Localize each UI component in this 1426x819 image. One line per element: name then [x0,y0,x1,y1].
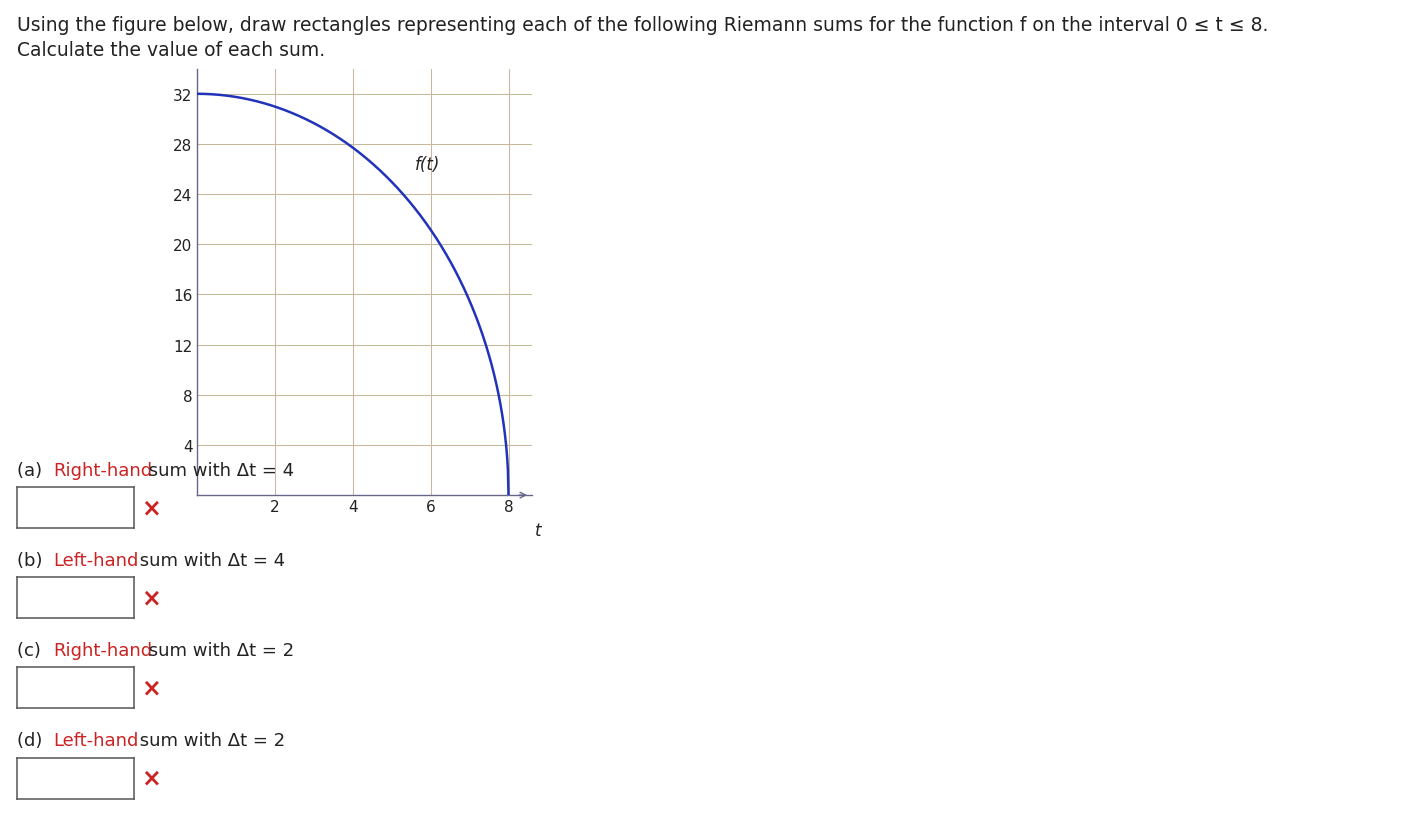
Text: Left-hand: Left-hand [53,551,138,569]
Text: (b): (b) [17,551,48,569]
Text: Right-hand: Right-hand [53,461,153,479]
Text: f(t): f(t) [415,156,441,174]
Text: (c): (c) [17,641,47,659]
Text: ×: × [141,586,161,610]
Text: t: t [535,522,540,540]
Text: ×: × [141,676,161,700]
Text: Calculate the value of each sum.: Calculate the value of each sum. [17,41,325,60]
Text: Right-hand: Right-hand [53,641,153,659]
Text: sum with Δt = 2: sum with Δt = 2 [134,731,285,749]
Text: sum with Δt = 4: sum with Δt = 4 [143,461,294,479]
Text: sum with Δt = 4: sum with Δt = 4 [134,551,285,569]
Text: (d): (d) [17,731,48,749]
Text: (a): (a) [17,461,48,479]
Text: Left-hand: Left-hand [53,731,138,749]
Text: Using the figure below, draw rectangles representing each of the following Riema: Using the figure below, draw rectangles … [17,16,1269,35]
Text: sum with Δt = 2: sum with Δt = 2 [143,641,294,659]
Text: ×: × [141,495,161,520]
Text: ×: × [141,766,161,790]
